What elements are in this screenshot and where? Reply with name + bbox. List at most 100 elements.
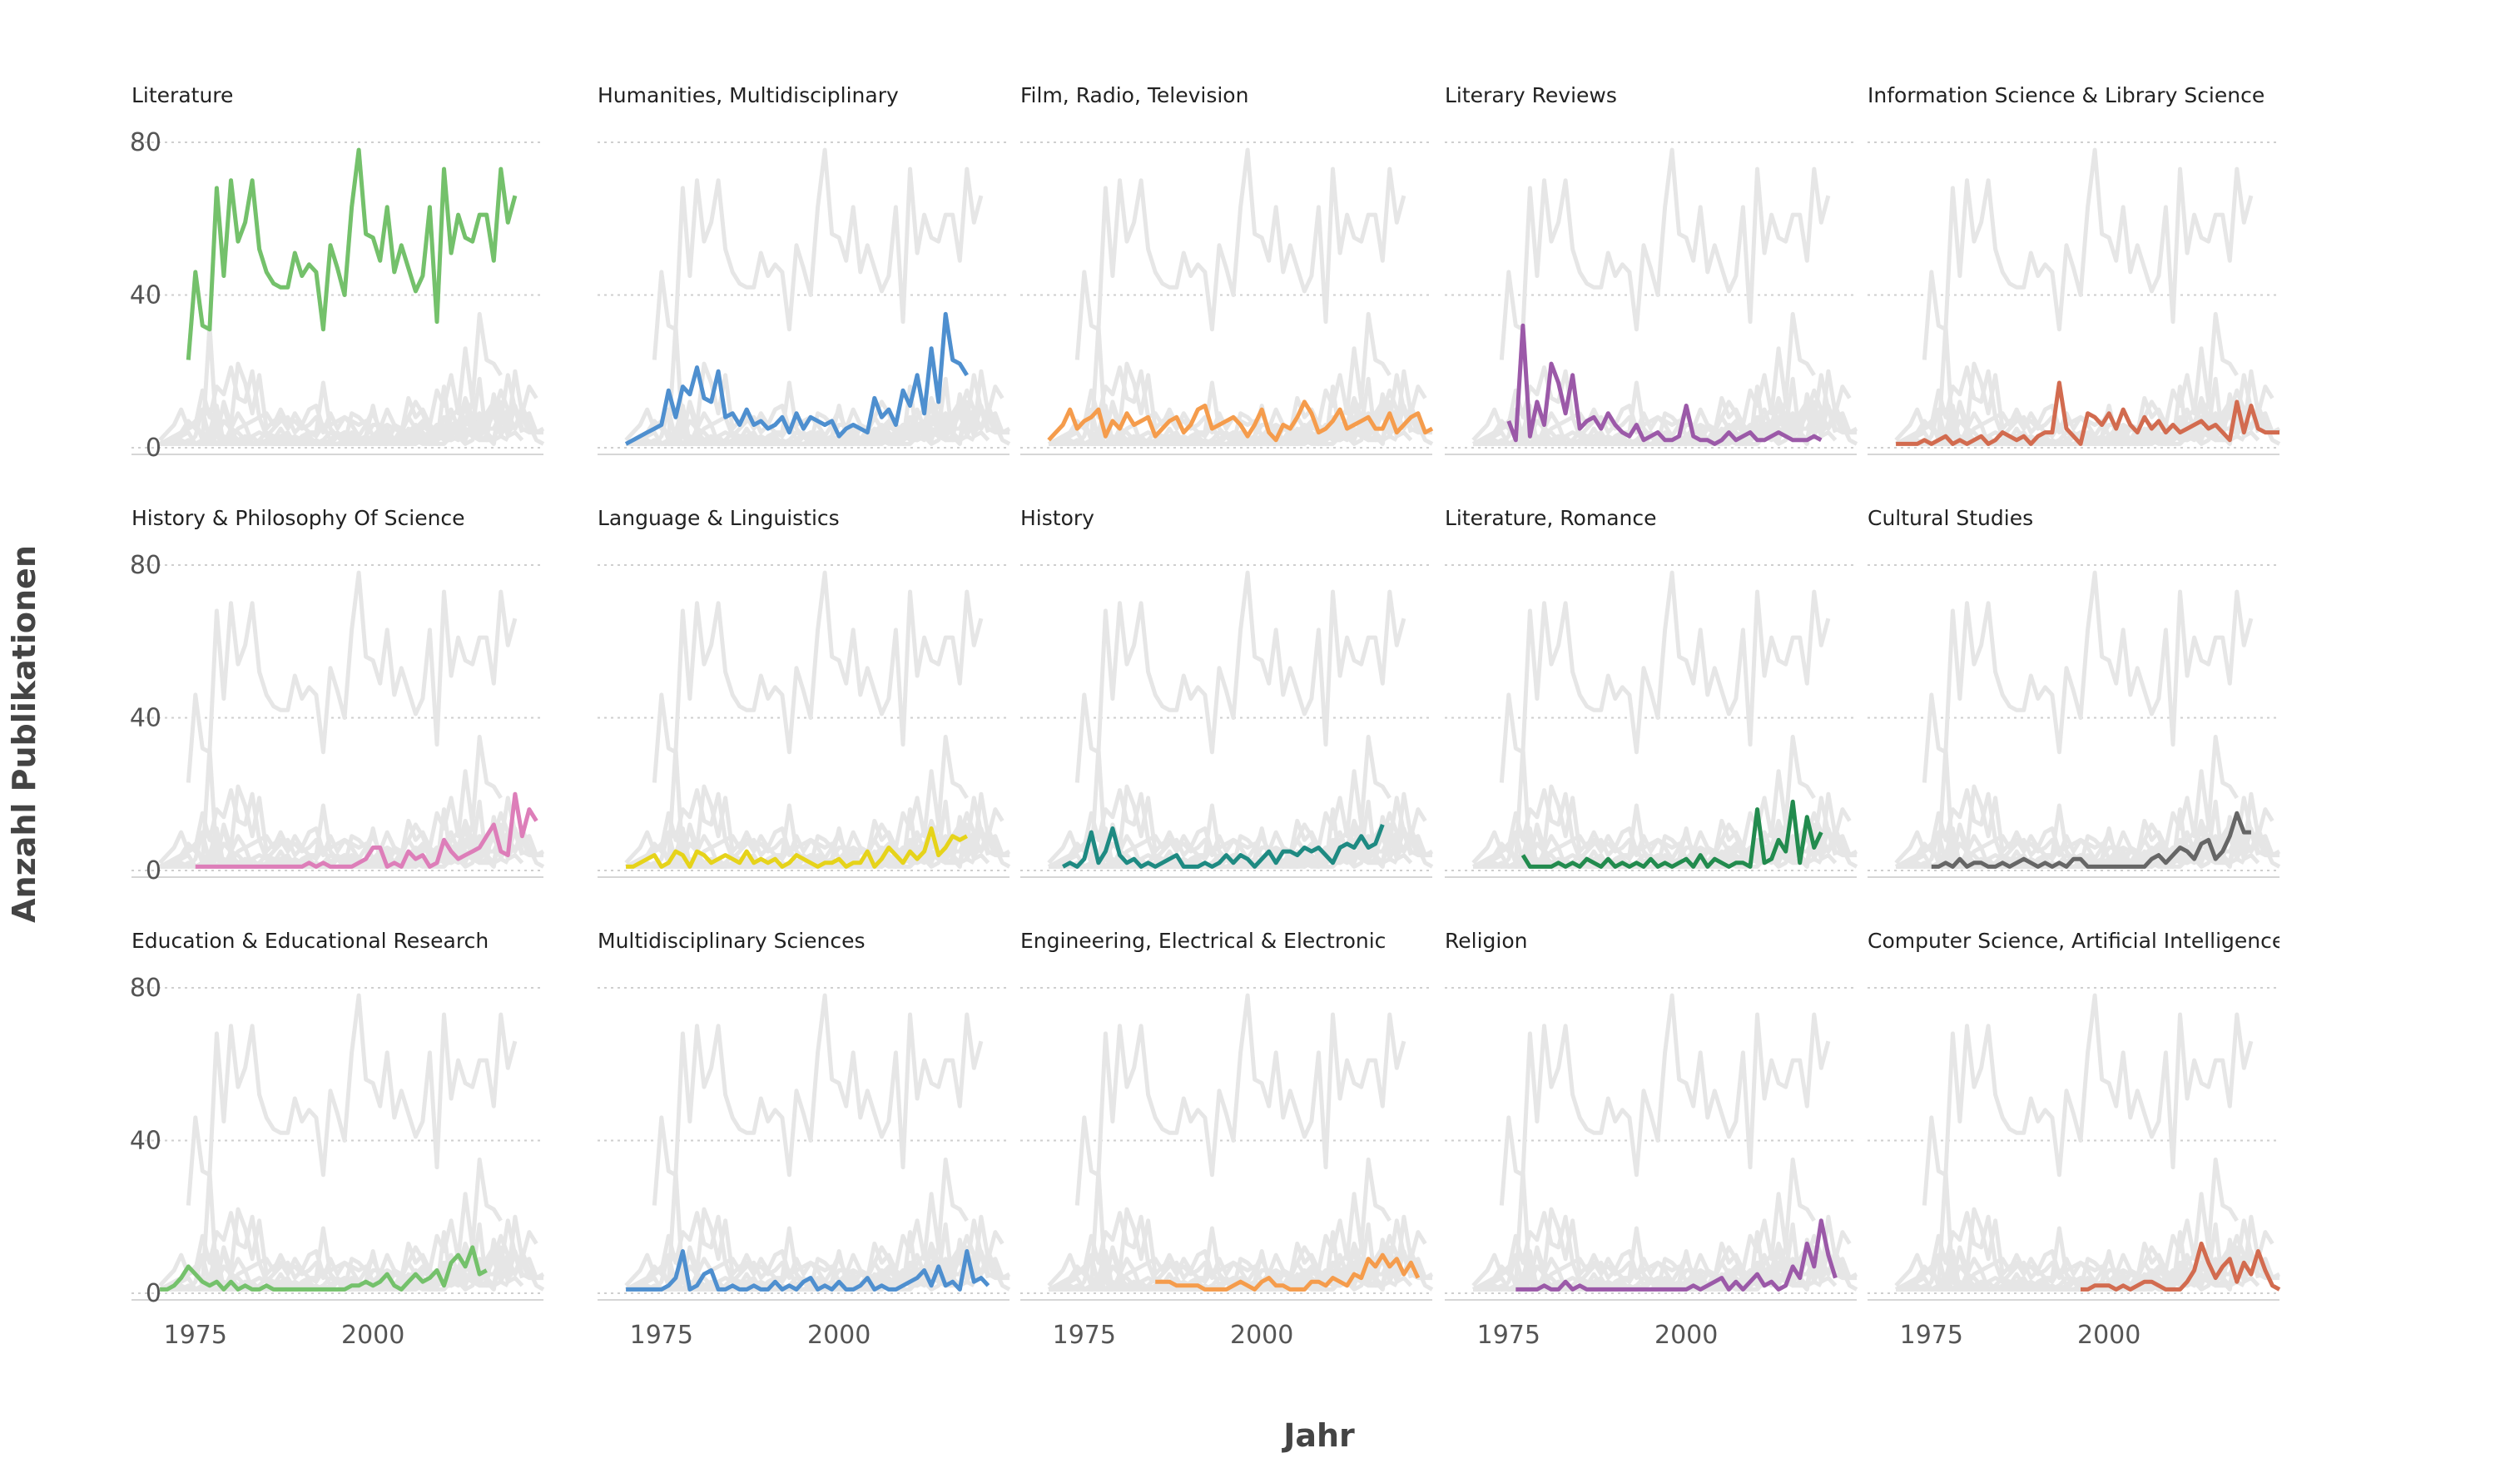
background-series-line: [1515, 373, 1838, 446]
panel-title: Literary Reviews: [1445, 83, 1617, 107]
background-series-line: [1894, 734, 2239, 869]
panel-6: Language & Linguistics: [598, 506, 1011, 878]
background-series-line: [668, 373, 990, 446]
background-series-line: [1233, 395, 1434, 446]
background-series-line: [186, 993, 518, 1206]
background-series-line: [652, 993, 984, 1206]
background-series-line: [1471, 1157, 1816, 1292]
panel-4: Information Science & Library Science: [1868, 83, 2281, 455]
background-series-line: [1074, 147, 1406, 360]
series-line: [1062, 824, 1385, 869]
panel-title: Education & Educational Research: [131, 929, 489, 953]
panel-title: Computer Science, Artificial Intelligenc…: [1868, 929, 2284, 953]
x-tick-label: 1975: [630, 1321, 693, 1350]
panel-10: Education & Educational Research 0 40 80 197…: [130, 929, 545, 1350]
background-series-line: [345, 1241, 545, 1292]
series-line: [626, 826, 968, 869]
y-tick-label: 0: [146, 856, 161, 885]
x-tick-label: 2000: [2077, 1321, 2141, 1350]
panel-14: Computer Science, Artificial Intelligenc…: [1868, 929, 2284, 1350]
y-tick-label: 40: [130, 1126, 161, 1155]
y-tick-label: 80: [130, 128, 161, 157]
y-tick-label: 0: [146, 434, 161, 463]
background-series-line: [1499, 993, 1831, 1206]
panel-title: Language & Linguistics: [598, 506, 840, 530]
background-series-line: [1922, 993, 2254, 1206]
y-tick-label: 40: [130, 280, 161, 310]
series-line: [1896, 380, 2279, 446]
background-series-line: [1091, 373, 1413, 446]
background-series-line: [186, 147, 518, 360]
panel-title: Literature: [131, 83, 233, 107]
background-series-line: [345, 395, 545, 446]
panel-title: History & Philosophy Of Science: [131, 506, 465, 530]
background-series-line: [1074, 993, 1406, 1206]
series-line: [1515, 1218, 1838, 1292]
panel-3: Literary Reviews: [1445, 83, 1858, 455]
x-tick-label: 2000: [1654, 1321, 1718, 1350]
panel-11: Multidisciplinary Sciences 1975 2000: [598, 929, 1011, 1350]
panel-7: History: [1020, 506, 1434, 878]
x-tick-label: 1975: [1900, 1321, 1963, 1350]
panel-13: Religion 1975 2000: [1445, 929, 1858, 1350]
y-tick-label: 40: [130, 703, 161, 732]
background-series-line: [1471, 734, 1816, 869]
panel-1: Humanities, Multidisciplinary: [598, 83, 1011, 455]
series-line: [626, 1249, 990, 1292]
background-series-line: [1499, 570, 1831, 783]
panel-9: Cultural Studies: [1868, 506, 2281, 878]
panel-title: Literature, Romance: [1445, 506, 1657, 530]
background-series-line: [624, 1157, 969, 1292]
background-series-line: [1938, 1218, 2260, 1292]
x-axis-label: Jahr: [1281, 1417, 1355, 1454]
background-series-line: [1047, 1157, 1391, 1292]
panel-title: Humanities, Multidisciplinary: [598, 83, 899, 107]
background-series-line: [186, 570, 518, 783]
panel-title: Engineering, Electrical & Electronic: [1020, 929, 1386, 953]
x-tick-label: 2000: [341, 1321, 404, 1350]
background-series-line: [811, 395, 1011, 446]
series-line: [1155, 1252, 1421, 1292]
background-series-line: [1233, 818, 1434, 869]
background-series-line: [652, 147, 984, 360]
background-series-line: [652, 570, 984, 783]
background-series-line: [1047, 311, 1391, 446]
panel-title: Multidisciplinary Sciences: [598, 929, 866, 953]
panel-title: Cultural Studies: [1868, 506, 2033, 530]
series-line: [624, 311, 969, 446]
background-series-line: [624, 734, 969, 869]
background-series-line: [158, 734, 503, 869]
panel-title: Information Science & Library Science: [1868, 83, 2265, 107]
series-line: [160, 1245, 488, 1292]
background-series-line: [1894, 1157, 2239, 1292]
background-series-line: [202, 796, 524, 869]
series-line: [1506, 323, 1823, 446]
background-series-line: [1658, 395, 1858, 446]
x-tick-label: 1975: [164, 1321, 227, 1350]
background-series-line: [1499, 147, 1831, 360]
panel-0: Literature 0 40 80: [130, 83, 545, 463]
series-line: [195, 791, 538, 869]
panel-2: Film, Radio, Television: [1020, 83, 1434, 455]
background-series-line: [1074, 570, 1406, 783]
background-series-line: [1922, 147, 2254, 360]
y-tick-label: 80: [130, 974, 161, 1003]
panel-grid: Literature 0 40 80 Humanities, Multidiscipli…: [130, 83, 2284, 1350]
series-line: [1931, 811, 2251, 869]
series-line: [186, 147, 518, 360]
x-tick-label: 2000: [1230, 1321, 1293, 1350]
y-tick-label: 0: [146, 1279, 161, 1308]
x-tick-label: 1975: [1477, 1321, 1540, 1350]
background-series-line: [202, 373, 524, 446]
background-series-line: [1922, 570, 2254, 783]
background-series-line: [158, 311, 503, 446]
panel-5: History & Philosophy Of Science 0 40 80: [130, 506, 545, 885]
series-line: [1520, 799, 1823, 869]
panel-12: Engineering, Electrical & Electronic 1975…: [1020, 929, 1434, 1350]
background-series-line: [668, 796, 990, 869]
y-axis-label: Anzahl Publikationen: [6, 545, 42, 923]
y-tick-label: 80: [130, 551, 161, 580]
background-series-line: [1047, 734, 1391, 869]
panel-title: Film, Radio, Television: [1020, 83, 1248, 107]
